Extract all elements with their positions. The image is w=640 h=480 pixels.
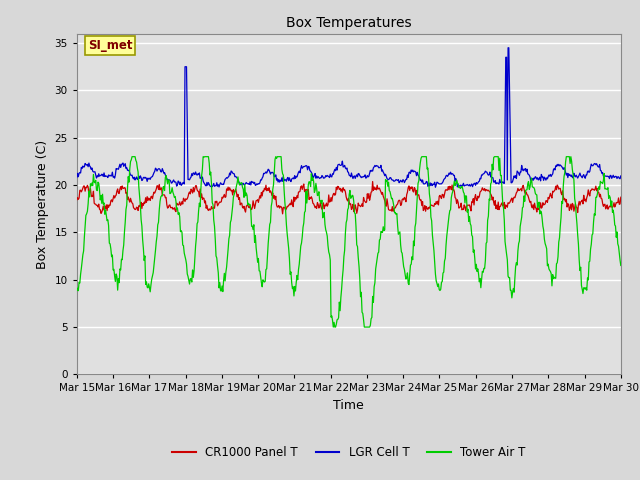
Title: Box Temperatures: Box Temperatures bbox=[286, 16, 412, 30]
Y-axis label: Box Temperature (C): Box Temperature (C) bbox=[36, 139, 49, 269]
X-axis label: Time: Time bbox=[333, 399, 364, 412]
Text: SI_met: SI_met bbox=[88, 39, 132, 52]
Legend: CR1000 Panel T, LGR Cell T, Tower Air T: CR1000 Panel T, LGR Cell T, Tower Air T bbox=[168, 442, 530, 464]
